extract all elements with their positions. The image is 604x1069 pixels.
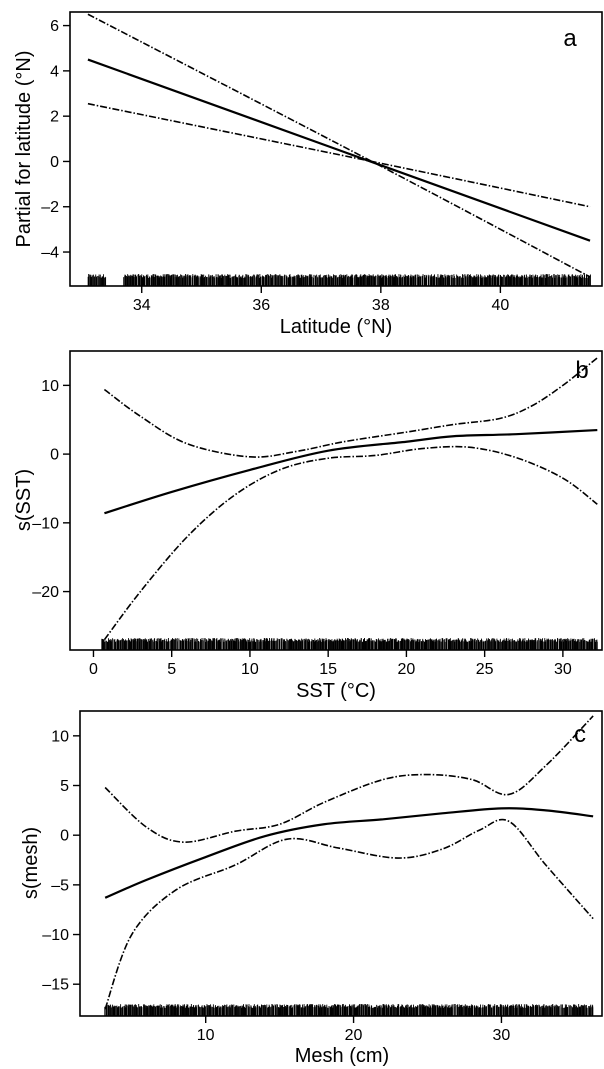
y-tick-label: –10 [42, 927, 69, 944]
curve-layer [87, 13, 591, 278]
y-axis-label: s(mesh) [20, 827, 42, 899]
panel-label: a [563, 25, 577, 52]
x-tick-label: 10 [197, 1027, 215, 1044]
y-tick-label: –20 [32, 584, 59, 601]
y-tick-label: 4 [50, 63, 59, 80]
tick-layer: 0 5 10 15 20 25 30 –20 –10 0 10 [32, 378, 572, 678]
x-axis-label: SST (°C) [296, 680, 376, 702]
x-tick-label: 40 [491, 297, 509, 314]
x-tick-label: 0 [89, 661, 98, 678]
confidence-band-curve [103, 445, 598, 641]
curve-layer [103, 357, 598, 641]
y-tick-label: 2 [50, 109, 59, 126]
y-tick-label: 0 [50, 447, 59, 464]
y-tick-label: 0 [50, 154, 59, 171]
panel-c: 10 20 30 –15 –10 –5 0 5 10 c Mesh (cm) s(mesh) [20, 710, 603, 1067]
x-tick-label: 10 [241, 661, 259, 678]
panel-a: 34 36 38 40 –4 –2 0 2 4 6 a Latitude (°N) Partial… [13, 11, 603, 338]
confidence-band-curve [104, 715, 594, 843]
x-tick-label: 20 [398, 661, 416, 678]
y-tick-label: –2 [41, 199, 59, 216]
x-tick-label: 30 [554, 661, 572, 678]
tick-layer: 10 20 30 –15 –10 –5 0 5 10 [42, 728, 510, 1044]
x-tick-label: 38 [372, 297, 390, 314]
rug-layer [101, 638, 598, 650]
y-tick-label: 6 [50, 18, 59, 35]
x-tick-label: 20 [345, 1027, 363, 1044]
tick-layer: 34 36 38 40 –4 –2 0 2 4 6 [41, 18, 509, 314]
plot-frame [69, 350, 603, 651]
y-axis-label: s(SST) [13, 469, 35, 531]
x-tick-label: 34 [133, 297, 151, 314]
y-tick-label: –4 [41, 245, 59, 262]
plot-frame [79, 710, 603, 1017]
x-tick-label: 25 [476, 661, 494, 678]
confidence-band-curve [87, 13, 591, 278]
fit-curve [104, 428, 598, 515]
x-tick-label: 5 [167, 661, 176, 678]
x-tick-label: 30 [493, 1027, 511, 1044]
panel-b: 0 5 10 15 20 25 30 –20 –10 0 10 b SST (°C) s(SST) [13, 350, 603, 702]
panel-label: c [574, 721, 586, 748]
y-axis-label: Partial for latitude (°N) [13, 51, 35, 248]
x-axis-label: Mesh (cm) [295, 1045, 389, 1067]
y-tick-label: –10 [32, 515, 59, 532]
curve-layer [104, 715, 594, 1010]
confidence-band-curve [104, 818, 594, 1010]
x-tick-label: 15 [319, 661, 337, 678]
rug-layer [104, 1004, 594, 1016]
y-tick-label: 0 [60, 828, 69, 845]
y-tick-label: –5 [51, 877, 69, 894]
confidence-band-curve [87, 102, 591, 208]
y-tick-label: 5 [60, 778, 69, 795]
confidence-band-curve [103, 357, 598, 458]
rug-layer [87, 274, 591, 286]
x-axis-label: Latitude (°N) [280, 316, 393, 338]
y-tick-label: 10 [51, 728, 69, 745]
y-tick-label: 10 [41, 378, 59, 395]
fit-curve [87, 58, 591, 242]
y-tick-label: –15 [42, 977, 69, 994]
panel-label: b [575, 357, 588, 384]
x-tick-label: 36 [252, 297, 270, 314]
fit-curve [104, 807, 594, 899]
